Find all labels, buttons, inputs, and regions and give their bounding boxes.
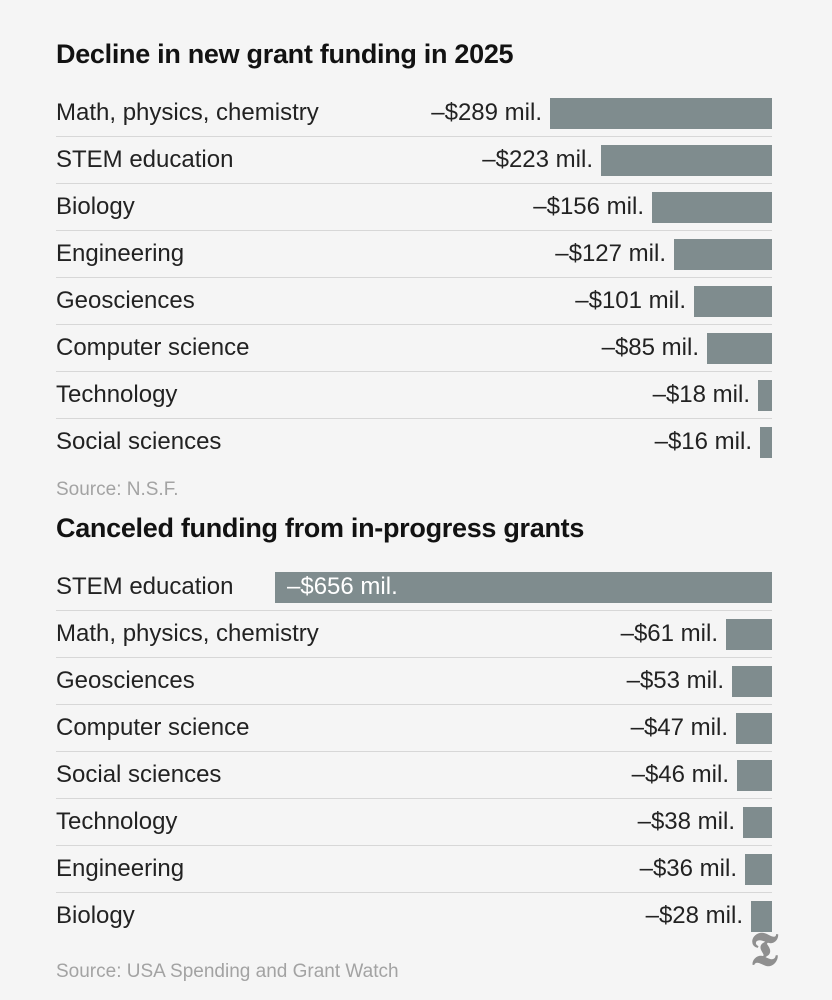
value-label: –$16 mil. <box>654 428 752 455</box>
category-label: Math, physics, chemistry <box>56 620 319 647</box>
value-label: –$47 mil. <box>630 714 728 741</box>
category-label: Biology <box>56 193 135 220</box>
category-label: Technology <box>56 808 178 835</box>
bar-row: Math, physics, chemistry –$61 mil. <box>56 611 772 658</box>
category-label: Math, physics, chemistry <box>56 99 319 126</box>
bar-row: Social sciences –$16 mil. <box>56 419 772 465</box>
chart-rows: Math, physics, chemistry –$289 mil. STEM e… <box>56 90 772 465</box>
category-label: Social sciences <box>56 761 222 788</box>
bar <box>736 713 772 744</box>
bar-row: Computer science –$85 mil. <box>56 325 772 372</box>
chart-source: Source: USA Spending and Grant Watch <box>56 961 399 982</box>
bar-row: Computer science –$47 mil. <box>56 705 772 752</box>
category-label: Technology <box>56 381 178 408</box>
bar-row: Biology –$28 mil. <box>56 893 772 939</box>
bar <box>550 98 772 129</box>
bar <box>275 572 772 603</box>
value-label: –$289 mil. <box>431 99 542 126</box>
bar <box>601 145 772 176</box>
bar-row: Technology –$18 mil. <box>56 372 772 419</box>
category-label: Geosciences <box>56 667 195 694</box>
bar-row: Engineering –$127 mil. <box>56 231 772 278</box>
bar-row: Geosciences –$101 mil. <box>56 278 772 325</box>
bar-row: STEM education –$656 mil. <box>56 564 772 611</box>
chart-new-grant-decline: Decline in new grant funding in 2025 Mat… <box>56 34 772 501</box>
value-label: –$61 mil. <box>620 620 718 647</box>
bar-row: Math, physics, chemistry –$289 mil. <box>56 90 772 137</box>
category-label: STEM education <box>56 146 234 173</box>
bar <box>745 854 772 885</box>
value-label: –$38 mil. <box>637 808 735 835</box>
nyt-logo-icon: 𝕿 <box>749 924 779 975</box>
value-label: –$28 mil. <box>645 902 743 929</box>
bar-row: Social sciences –$46 mil. <box>56 752 772 799</box>
value-label: –$127 mil. <box>555 240 666 267</box>
bar <box>707 333 772 364</box>
chart-canceled-funding: Canceled funding from in-progress grants… <box>56 508 772 983</box>
bar <box>674 239 772 270</box>
value-label: –$223 mil. <box>482 146 593 173</box>
bar <box>743 807 772 838</box>
value-label: –$46 mil. <box>631 761 729 788</box>
bar-row: STEM education –$223 mil. <box>56 137 772 184</box>
bar <box>760 427 772 458</box>
value-label: –$36 mil. <box>639 855 737 882</box>
category-label: Engineering <box>56 240 185 267</box>
value-label: –$156 mil. <box>533 193 644 220</box>
bar <box>694 286 772 317</box>
category-label: Geosciences <box>56 287 195 314</box>
chart-title: Canceled funding from in-progress grants <box>56 513 585 543</box>
value-label: –$656 mil. <box>287 573 398 600</box>
bar <box>758 380 772 411</box>
bar-row: Technology –$38 mil. <box>56 799 772 846</box>
value-label: –$18 mil. <box>652 381 750 408</box>
chart-title: Decline in new grant funding in 2025 <box>56 39 514 69</box>
bar <box>751 901 772 932</box>
bar-row: Engineering –$36 mil. <box>56 846 772 893</box>
bar <box>737 760 772 791</box>
value-label: –$101 mil. <box>575 287 686 314</box>
category-label: Computer science <box>56 714 250 741</box>
category-label: STEM education <box>56 573 234 600</box>
bar <box>732 666 772 697</box>
bar-row: Geosciences –$53 mil. <box>56 658 772 705</box>
bar-row: Biology –$156 mil. <box>56 184 772 231</box>
bar <box>726 619 772 650</box>
value-label: –$85 mil. <box>601 334 699 361</box>
category-label: Computer science <box>56 334 250 361</box>
category-label: Engineering <box>56 855 185 882</box>
chart-rows: STEM education –$656 mil. Math, physics, c… <box>56 564 772 939</box>
category-label: Social sciences <box>56 428 222 455</box>
category-label: Biology <box>56 902 135 929</box>
chart-source: Source: N.S.F. <box>56 479 179 500</box>
bar <box>652 192 772 223</box>
value-label: –$53 mil. <box>626 667 724 694</box>
